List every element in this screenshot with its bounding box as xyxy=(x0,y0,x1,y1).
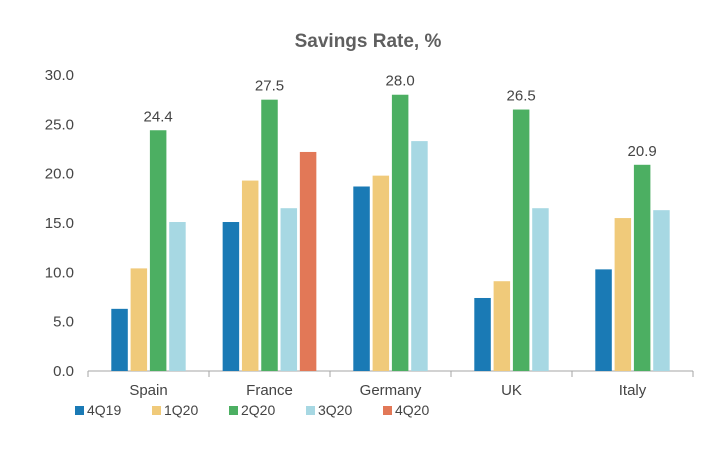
bar-germany-1q20 xyxy=(372,175,390,371)
data-label: 26.5 xyxy=(507,88,536,105)
legend-swatch xyxy=(383,406,392,415)
legend-swatch xyxy=(152,406,161,415)
data-label: 20.9 xyxy=(628,143,657,160)
bar-france-4q20 xyxy=(299,151,317,371)
category-label: Italy xyxy=(619,382,647,399)
legend-label: 4Q20 xyxy=(395,402,429,418)
legend-label: 2Q20 xyxy=(241,402,275,418)
bar-spain-4q19 xyxy=(111,308,128,371)
y-tick-label: 15.0 xyxy=(45,215,74,232)
y-tick-label: 5.0 xyxy=(53,314,74,331)
bar-france-2q20 xyxy=(261,99,278,372)
bar-germany-3q20 xyxy=(411,141,428,371)
legend-label: 4Q19 xyxy=(87,402,121,418)
bar-italy-1q20 xyxy=(614,218,632,371)
legend-swatch xyxy=(229,406,238,415)
bar-italy-2q20 xyxy=(633,164,651,371)
bar-france-3q20 xyxy=(280,208,298,371)
legend-label: 3Q20 xyxy=(318,402,352,418)
bar-france-1q20 xyxy=(241,180,259,371)
bar-france-4q19 xyxy=(222,222,240,371)
legend-item: 4Q19 xyxy=(75,402,121,418)
y-tick-label: 0.0 xyxy=(53,363,74,380)
data-label: 24.4 xyxy=(144,108,173,125)
x-axis: Spain France Germany UK Italy xyxy=(87,370,694,399)
bar-italy-4q19 xyxy=(595,269,612,371)
category-label: France xyxy=(246,382,293,399)
bar-spain-1q20 xyxy=(130,268,148,371)
category-label: UK xyxy=(501,382,522,399)
chart-title: Savings Rate, % xyxy=(295,31,442,52)
y-tick-label: 30.0 xyxy=(45,67,74,84)
y-tick-label: 20.0 xyxy=(45,166,74,183)
bar-uk-3q20 xyxy=(532,208,549,371)
bar-germany-4q19 xyxy=(353,186,370,371)
y-tick-label: 25.0 xyxy=(45,116,74,133)
data-label: 27.5 xyxy=(255,78,284,95)
legend-item: 3Q20 xyxy=(306,402,352,418)
bar-uk-2q20 xyxy=(512,109,530,372)
category-label: Spain xyxy=(129,382,167,399)
legend: 4Q19 1Q20 2Q20 3Q20 4Q20 xyxy=(75,402,429,418)
legend-item: 4Q20 xyxy=(383,402,429,418)
bars xyxy=(111,94,670,372)
data-labels: 24.4 27.5 28.0 26.5 20.9 xyxy=(144,73,657,160)
bar-uk-4q19 xyxy=(474,297,491,371)
bar-spain-3q20 xyxy=(169,222,186,371)
bar-spain-2q20 xyxy=(149,130,167,371)
y-tick-label: 10.0 xyxy=(45,264,74,281)
bar-uk-1q20 xyxy=(493,281,511,371)
data-label: 28.0 xyxy=(386,73,415,90)
category-label: Germany xyxy=(360,382,422,399)
legend-item: 2Q20 xyxy=(229,402,275,418)
legend-item: 1Q20 xyxy=(152,402,198,418)
legend-swatch xyxy=(75,406,84,415)
bar-germany-2q20 xyxy=(391,94,409,371)
bar-italy-3q20 xyxy=(653,210,670,371)
legend-swatch xyxy=(306,406,315,415)
legend-label: 1Q20 xyxy=(164,402,198,418)
y-axis: 0.0 5.0 10.0 15.0 20.0 25.0 30.0 xyxy=(45,67,74,380)
